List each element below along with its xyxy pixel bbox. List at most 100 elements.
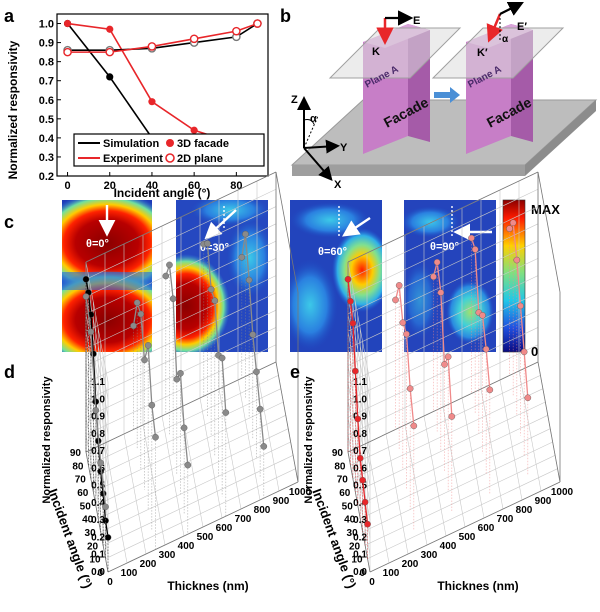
data-point	[395, 282, 403, 289]
data-point	[437, 289, 445, 296]
x-tick-label: 700	[235, 514, 252, 525]
grid-line	[347, 331, 371, 452]
data-point	[486, 386, 494, 394]
axis-z-label: Z	[291, 94, 298, 106]
data-point	[82, 275, 90, 283]
data-point	[403, 330, 410, 338]
x-tick-label: 20	[104, 180, 116, 192]
data-point	[102, 517, 109, 524]
chart-d-data	[82, 230, 268, 572]
grid-line	[237, 379, 261, 501]
data-point	[513, 256, 521, 264]
data-point	[349, 319, 357, 327]
z-tick-label: 0.2	[353, 532, 367, 543]
data-point	[162, 272, 170, 280]
data-point	[180, 424, 188, 432]
data-point	[356, 454, 364, 462]
chart-e-data	[344, 219, 532, 559]
grid-line	[385, 433, 409, 555]
data-point	[104, 534, 112, 541]
grid-line	[518, 370, 542, 492]
z-tick-label: 0.3	[91, 515, 105, 526]
substrate-side	[525, 100, 596, 176]
z-tick-label: 0.1	[91, 550, 105, 561]
data-point	[524, 394, 532, 402]
z-tick-label: 0.6	[353, 463, 367, 474]
data-point	[482, 345, 490, 353]
grid-line	[404, 424, 428, 546]
grid-line	[85, 189, 277, 280]
data-point	[444, 353, 452, 361]
data-point	[238, 253, 246, 261]
panel-d: d 0.00.10.20.30.40.50.60.70.80.91.01.101…	[4, 171, 312, 593]
e-prime-arrow	[499, 2, 524, 16]
data-point	[410, 422, 418, 430]
z-tick-label: 0.0	[353, 567, 367, 578]
data-point	[347, 297, 354, 305]
y-tick-label: 0.6	[39, 95, 54, 107]
grid-line	[366, 442, 390, 564]
legend-3d-facade: 3D facade	[177, 138, 229, 150]
chart-e-box	[347, 171, 561, 573]
grid-line	[442, 406, 466, 528]
grid-line	[85, 206, 277, 297]
data-point	[152, 433, 159, 441]
grid-line	[480, 388, 504, 510]
y-tick-label: 0.9	[39, 38, 54, 50]
data-point	[106, 73, 114, 81]
x-tick-label: 200	[140, 559, 157, 570]
box-edge	[537, 361, 561, 483]
box-edge	[275, 361, 299, 483]
grid-line	[142, 424, 166, 546]
data-point	[82, 293, 90, 300]
data-point	[144, 342, 152, 349]
data-point	[189, 34, 199, 44]
legend-3d-dot	[166, 139, 174, 147]
z-tick-label: 0.9	[91, 412, 105, 423]
z-tick-label: 0.3	[353, 515, 367, 526]
chart-d-ticks: 0.00.10.20.30.40.50.60.70.80.91.01.10102…	[70, 377, 312, 588]
grid-line	[199, 397, 223, 519]
grid-line	[218, 388, 242, 510]
y-tick-label: 40	[82, 515, 94, 526]
y-tick-label: 0.7	[39, 76, 54, 88]
data-point	[253, 368, 260, 376]
panel-c: c θ=0° θ=30° θ=60°	[4, 199, 560, 359]
grid-line	[104, 442, 128, 564]
data-point	[133, 299, 141, 306]
x-tick-label: 700	[497, 514, 514, 525]
box-edge	[85, 451, 109, 573]
data-point	[344, 275, 352, 283]
x-tick-label: 400	[178, 541, 195, 552]
e-prime-label: E′	[517, 21, 527, 33]
y-tick-label: 0.3	[39, 152, 54, 164]
grid-line	[85, 434, 109, 555]
y-tick-label: 1.0	[39, 19, 54, 31]
box-edge	[85, 171, 277, 263]
chart-a-y-ticks: 0.2 0.3 0.4 0.5 0.6 0.7 0.8 0.9 1.0	[39, 19, 61, 183]
data-point	[130, 322, 137, 330]
grid-line	[347, 348, 371, 469]
grid-line	[347, 275, 539, 366]
chart-e-xlabel: Thicknes (nm)	[437, 579, 518, 593]
grid-line	[347, 365, 371, 486]
data-point	[433, 258, 441, 266]
data-point	[87, 328, 95, 336]
data-point	[166, 261, 173, 269]
data-point	[211, 297, 219, 305]
z-tick-label: 1.0	[353, 394, 367, 405]
grid-line	[161, 415, 185, 537]
grid-line	[461, 397, 485, 519]
x-tick-label: 400	[440, 541, 457, 552]
panel-b: b Plane A Facade E K Plane A Facade E′ K…	[280, 2, 598, 191]
x-tick-label: 80	[230, 180, 242, 192]
plane-a-left	[328, 27, 462, 79]
z-tick-label: 0.0	[91, 567, 105, 578]
y-tick-label: 0.5	[39, 114, 54, 126]
y-tick-label: 10	[351, 555, 363, 566]
grid-line	[85, 275, 277, 366]
plane-a-right	[431, 27, 565, 79]
data-point	[392, 296, 399, 304]
x-tick-label: 300	[421, 550, 438, 561]
z-tick-label: 0.4	[91, 498, 105, 509]
